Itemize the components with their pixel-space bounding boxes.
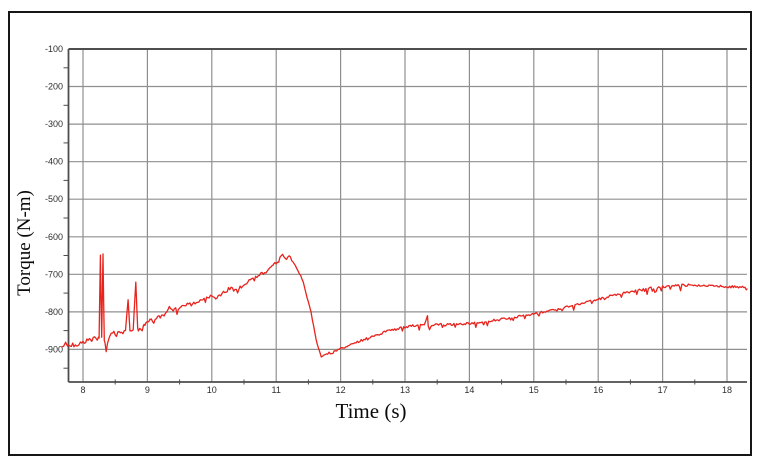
y-axis-title: Torque (N-m) xyxy=(14,190,35,296)
y-tick-label: -100 xyxy=(45,44,63,54)
torque-curve xyxy=(61,253,748,358)
x-tick-label: 14 xyxy=(464,385,474,395)
minor-ticks xyxy=(63,67,696,385)
tick-labels: -100 -200 -300 -400 -500 -600 -700 -800 -900 8 9 10… xyxy=(45,44,732,395)
y-tick-label: -600 xyxy=(45,232,63,242)
x-axis-title: Time (s) xyxy=(336,399,407,423)
x-tick-label: 18 xyxy=(722,385,732,395)
y-tick-label: -500 xyxy=(45,194,63,204)
gridlines xyxy=(68,48,747,382)
x-tick-label: 11 xyxy=(272,385,281,395)
x-tick-label: 12 xyxy=(336,385,346,395)
x-tick-label: 15 xyxy=(529,385,539,395)
x-tick-label: 8 xyxy=(80,385,85,395)
axes xyxy=(67,48,747,383)
x-tick-label: 17 xyxy=(658,385,668,395)
x-tick-label: 13 xyxy=(400,385,410,395)
y-tick-label: -200 xyxy=(45,82,63,92)
x-tick-label: 9 xyxy=(145,385,150,395)
x-tick-label: 10 xyxy=(207,385,217,395)
y-tick-label: -400 xyxy=(45,157,63,167)
y-tick-label: -800 xyxy=(45,307,63,317)
y-tick-label: -900 xyxy=(45,344,63,354)
y-tick-label: -300 xyxy=(45,119,63,129)
x-tick-label: 16 xyxy=(593,385,603,395)
y-tick-label: -700 xyxy=(45,269,63,279)
